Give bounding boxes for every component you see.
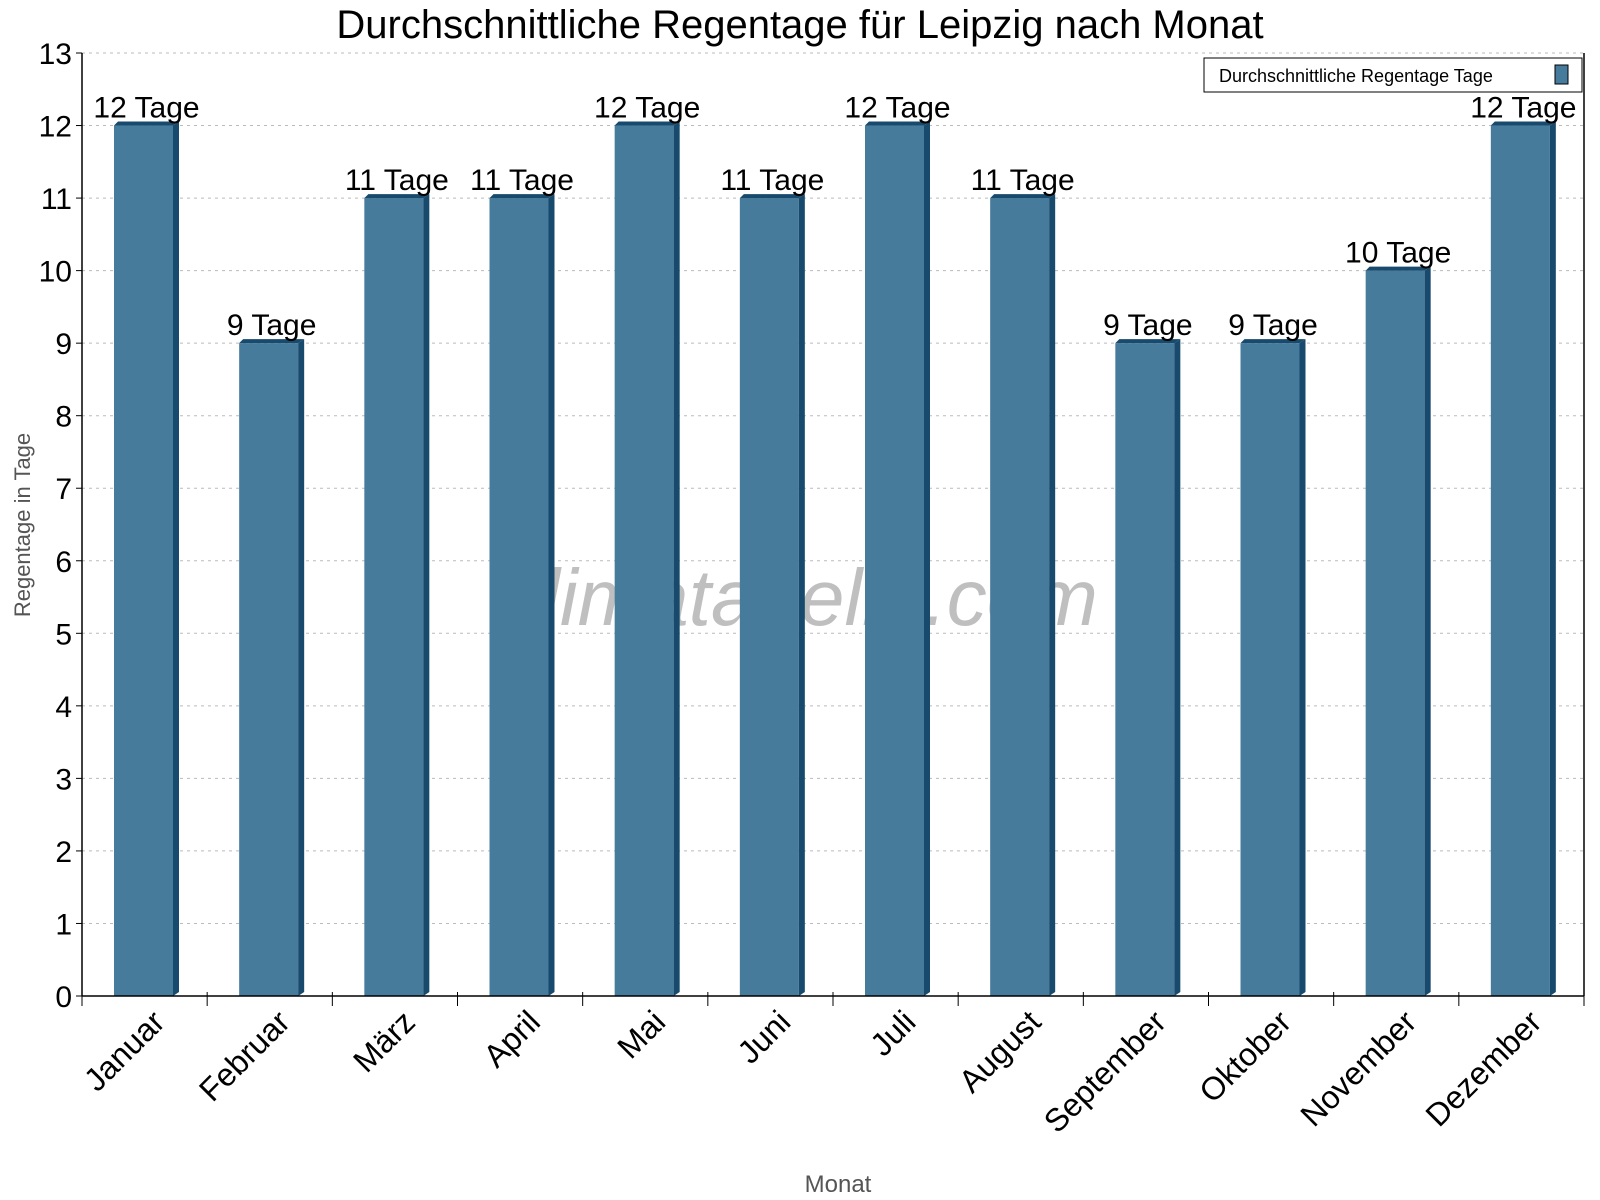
x-tick-label: März [346, 1003, 422, 1079]
data-label: 12 Tage [594, 92, 700, 125]
y-tick-label: 10 [39, 256, 72, 289]
legend-swatch [1554, 64, 1569, 85]
data-label: 12 Tage [844, 92, 950, 125]
bar [990, 198, 1050, 997]
bar [1490, 125, 1550, 997]
bar-top [614, 121, 680, 126]
x-tick-label: Mai [610, 1003, 672, 1065]
x-tick-label: Januar [77, 1003, 172, 1098]
y-tick-label: 3 [55, 763, 72, 796]
bar [489, 198, 549, 997]
bar-top [990, 194, 1056, 199]
data-label: 11 Tage [345, 164, 449, 197]
data-label: 11 Tage [720, 164, 824, 197]
bar-side [173, 121, 179, 997]
x-tick-label: Oktober [1192, 1003, 1298, 1109]
legend-label: Durchschnittliche Regentage Tage [1219, 66, 1493, 86]
y-tick-label: 0 [55, 981, 72, 1014]
y-tick-label: 4 [55, 691, 72, 724]
bar-top [865, 121, 930, 126]
x-tick-label: August [952, 1003, 1048, 1099]
legend: Durchschnittliche Regentage Tage [1203, 57, 1583, 93]
bar-top [1365, 266, 1431, 271]
bar-top [1115, 339, 1181, 344]
x-tick-label: Juni [730, 1003, 797, 1070]
data-label: 10 Tage [1345, 237, 1451, 270]
y-tick-label: 9 [55, 328, 72, 361]
bar-top [239, 339, 305, 344]
bar-side [298, 339, 305, 997]
data-label: 9 Tage [1228, 309, 1318, 342]
y-tick-label: 8 [55, 401, 72, 434]
bar-top [739, 194, 805, 199]
legend-box [1203, 57, 1583, 93]
bar-top [364, 194, 430, 199]
bar-top [1240, 339, 1306, 344]
bar [364, 198, 424, 997]
bar-top [114, 121, 179, 126]
data-label: 12 Tage [93, 92, 199, 125]
x-tick-label: November [1293, 1003, 1423, 1133]
y-tick-label: 6 [55, 546, 72, 579]
bar [239, 343, 299, 997]
bar-side [1049, 194, 1056, 997]
data-label: 11 Tage [971, 164, 1075, 197]
x-tick-label: September [1037, 1003, 1173, 1139]
bar-top [489, 194, 555, 199]
x-tick-label: Dezember [1419, 1003, 1549, 1133]
bar-side [673, 121, 680, 997]
y-tick-label: 13 [39, 38, 72, 71]
chart-title: Durchschnittliche Regentage für Leipzig … [336, 3, 1263, 47]
x-tick-label: April [476, 1003, 547, 1074]
bar-side [1299, 339, 1306, 997]
bar [1115, 343, 1175, 997]
bar-side [924, 121, 930, 997]
y-axis-label: Regentage in Tage [10, 433, 35, 617]
y-tick-label: 5 [55, 618, 72, 651]
bar-side [1174, 339, 1181, 997]
bar [114, 125, 173, 997]
bar [1365, 270, 1425, 997]
data-label: 12 Tage [1470, 92, 1576, 125]
y-tick-label: 2 [55, 836, 72, 869]
bar [1240, 343, 1300, 997]
bar-side [548, 194, 555, 997]
bar [865, 125, 924, 997]
y-tick-label: 11 [41, 183, 72, 216]
x-axis-label: Monat [805, 1171, 872, 1198]
y-tick-label: 7 [55, 473, 72, 506]
data-label: 9 Tage [1103, 309, 1193, 342]
x-tick-label: Februar [192, 1003, 297, 1108]
bar [739, 198, 799, 997]
data-label: 11 Tage [470, 164, 574, 197]
bar-side [798, 194, 805, 997]
y-tick-label: 12 [39, 111, 72, 144]
bar [614, 125, 674, 997]
x-tick-label: Juli [863, 1003, 922, 1062]
bar-top [1490, 121, 1556, 126]
y-tick-label: 1 [55, 908, 72, 941]
data-label: 9 Tage [227, 309, 317, 342]
bar-side [1549, 121, 1556, 997]
bar-side [1424, 266, 1431, 997]
bar-side [423, 194, 430, 997]
